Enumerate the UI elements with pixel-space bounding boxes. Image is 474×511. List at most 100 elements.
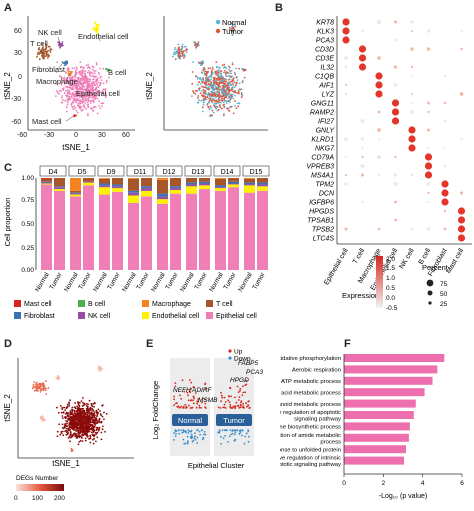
cell-point — [177, 51, 180, 54]
cell-point — [75, 88, 78, 91]
proportion-segment — [99, 185, 110, 188]
expression-legend: Expression 2.0 1.5 1.0 0.5 0.0 -0.5 — [342, 256, 398, 312]
cell-point — [193, 91, 195, 94]
proportion-segment — [157, 179, 168, 194]
cell-point — [38, 47, 41, 49]
cell-point — [77, 102, 80, 105]
cell-point — [209, 75, 211, 78]
dot — [394, 218, 397, 222]
cell-point — [216, 109, 219, 112]
gene-point — [173, 439, 175, 441]
cell-point — [207, 106, 210, 109]
cell-point — [216, 65, 218, 68]
cell-point — [203, 101, 205, 104]
cell-point — [77, 402, 80, 405]
cell-point — [86, 414, 89, 416]
cell-point — [35, 388, 38, 391]
cell-point — [232, 23, 235, 26]
cell-point — [200, 79, 203, 81]
cell-point — [234, 94, 237, 97]
cell-point — [69, 413, 71, 415]
svg-text:1.5: 1.5 — [386, 265, 395, 272]
cell-point — [90, 428, 93, 430]
cell-point — [71, 106, 74, 109]
cell-point — [88, 82, 91, 85]
cell-point — [210, 100, 213, 102]
cell-point — [58, 93, 60, 95]
cell-point — [221, 80, 224, 82]
cell-point — [67, 66, 70, 69]
cell-point — [88, 399, 91, 402]
cell-point — [216, 86, 219, 89]
legend-swatch — [14, 312, 21, 319]
panel-label-b: B — [275, 2, 283, 14]
cell-point — [181, 45, 184, 48]
cell-point — [228, 66, 231, 69]
group-label: Normal — [34, 271, 51, 293]
cell-point — [214, 82, 216, 85]
cell-point — [81, 418, 84, 421]
cell-point — [87, 410, 89, 413]
term-label: apoptotic signaling pathway — [280, 462, 341, 468]
cell-point — [36, 383, 39, 386]
dot — [342, 36, 350, 44]
cell-point — [77, 431, 80, 433]
proportion-segment — [215, 185, 226, 188]
dot — [358, 63, 367, 71]
group-label: Normal — [179, 271, 196, 293]
cell-point — [96, 23, 99, 26]
proportion-segment — [41, 181, 52, 183]
legend-swatch — [142, 300, 149, 307]
cell-point — [221, 64, 224, 67]
gene-point — [241, 434, 243, 437]
cell-point — [84, 437, 87, 440]
cell-point — [78, 432, 81, 435]
cell-point — [84, 88, 87, 91]
cell-point — [217, 95, 220, 98]
dot — [426, 29, 431, 33]
cell-point — [36, 381, 38, 384]
cell-point — [225, 67, 228, 70]
proportion-segment — [157, 203, 168, 270]
cell-point — [82, 104, 85, 107]
cell-point — [93, 437, 96, 440]
cell-point — [217, 100, 220, 103]
gene-label: NEFH — [173, 387, 191, 394]
cell-point — [60, 97, 63, 99]
cell-point — [86, 93, 89, 96]
cell-point — [56, 430, 59, 433]
cell-point — [240, 91, 243, 94]
cell-point — [203, 72, 206, 75]
cell-point — [68, 401, 70, 404]
cell-point — [195, 46, 198, 49]
cell-point — [76, 111, 79, 114]
dot — [443, 119, 447, 123]
cell-point — [226, 88, 228, 90]
cell-point — [81, 108, 84, 111]
dot — [441, 189, 449, 197]
gene-point — [192, 439, 195, 442]
cell-point — [42, 417, 45, 420]
cell-point — [79, 82, 82, 85]
cell-point — [40, 417, 43, 420]
cell-point — [92, 101, 95, 104]
cell-point — [83, 411, 86, 413]
cell-point — [82, 417, 85, 420]
cell-point — [214, 84, 216, 87]
gene-point — [174, 429, 177, 431]
cell-point — [208, 88, 210, 91]
proportion-segment — [199, 185, 210, 190]
cell-point — [220, 78, 223, 80]
cell-point — [82, 402, 84, 404]
cell-point — [35, 384, 38, 387]
cell-point — [38, 52, 41, 54]
cell-point — [98, 100, 100, 103]
gene-label: C1QB — [315, 74, 334, 81]
cell-point — [62, 99, 64, 102]
gene-point — [182, 405, 185, 408]
cell-point — [69, 418, 72, 421]
dot — [411, 75, 413, 77]
svg-text:-0.5: -0.5 — [386, 305, 398, 312]
panel-label-e: E — [146, 338, 154, 350]
gene-point — [233, 433, 236, 436]
